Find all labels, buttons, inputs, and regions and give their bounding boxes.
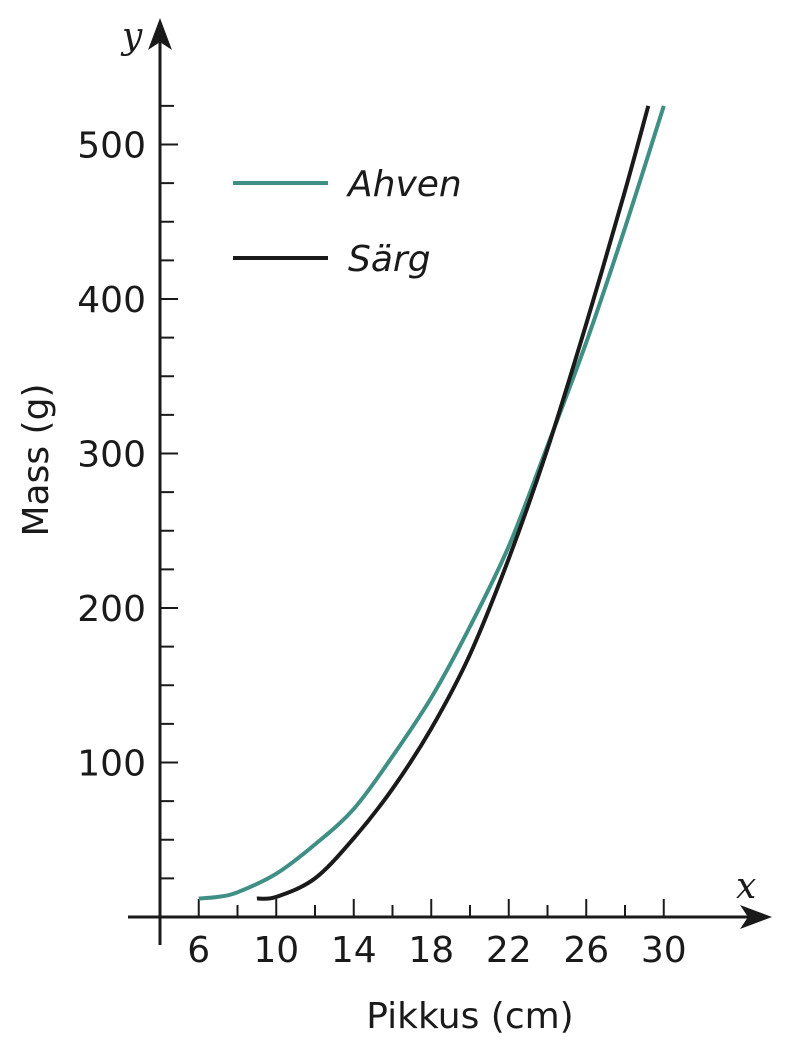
x-axis-title: Pikkus (cm) xyxy=(366,996,573,1037)
legend-label: Ahven xyxy=(346,164,462,205)
y-tick-labels: 100 200 300 400 500 xyxy=(77,126,146,785)
x-tick-label: 14 xyxy=(331,930,377,971)
x-tick-label: 26 xyxy=(563,930,609,971)
minor-ticks xyxy=(160,104,626,917)
series-line-ahven xyxy=(198,105,666,901)
legend-label: Särg xyxy=(348,239,431,280)
x-tick-label: 18 xyxy=(408,930,454,971)
x-tick-label: 10 xyxy=(253,930,299,971)
x-axis-arrow xyxy=(740,905,772,929)
x-tick-label: 22 xyxy=(486,930,532,971)
y-axis-arrow xyxy=(148,18,172,50)
x-tick-label: 30 xyxy=(641,930,687,971)
series-line-särg xyxy=(256,105,651,901)
y-tick-label: 400 xyxy=(77,280,146,321)
series-lines xyxy=(198,105,666,901)
y-tick-label: 300 xyxy=(77,435,146,476)
legend: Ahven Särg xyxy=(233,164,462,280)
x-tick-label: 6 xyxy=(187,930,210,971)
y-tick-label: 200 xyxy=(77,589,146,630)
y-tick-label: 100 xyxy=(77,744,146,785)
y-tick-label: 500 xyxy=(77,126,146,167)
y-axis-title: Mass (g) xyxy=(16,383,57,536)
x-axis-symbol: x xyxy=(736,866,756,907)
x-tick-labels: 6 10 14 18 22 26 30 xyxy=(187,930,686,971)
major-ticks xyxy=(160,143,665,917)
y-axis-symbol: y xyxy=(120,16,143,57)
